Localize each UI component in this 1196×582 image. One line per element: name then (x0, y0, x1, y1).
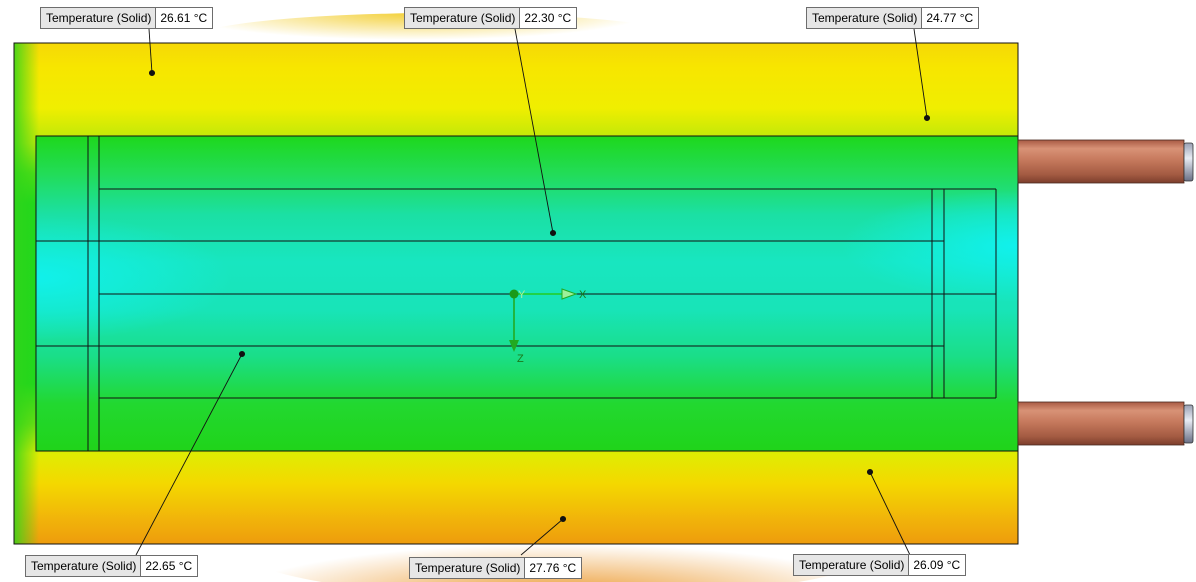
probe-name: Temperature (Solid) (405, 8, 521, 28)
axis-x-label: X (579, 289, 587, 301)
inlet-pipe[interactable] (1017, 139, 1194, 184)
probe-name: Temperature (Solid) (41, 8, 157, 28)
probe-label-top-right[interactable]: Temperature (Solid) 24.77 °C (806, 7, 980, 29)
probe-value: 24.77 °C (922, 8, 979, 28)
probe-label-top-left[interactable]: Temperature (Solid) 26.61 °C (40, 7, 214, 29)
probe-value: 22.30 °C (520, 8, 577, 28)
coordinate-triad: Y X Z (509, 288, 587, 365)
probe-name: Temperature (Solid) (26, 556, 142, 576)
probe-value: 22.65 °C (141, 556, 198, 576)
probe-label-bottom-center[interactable]: Temperature (Solid) 27.76 °C (409, 557, 583, 579)
probe-label-bottom-right[interactable]: Temperature (Solid) 26.09 °C (793, 554, 967, 576)
outlet-pipe[interactable] (1017, 401, 1194, 446)
probe-label-bottom-left[interactable]: Temperature (Solid) 22.65 °C (25, 555, 199, 577)
probe-value: 26.61 °C (156, 8, 213, 28)
axis-z-label: Z (517, 353, 524, 365)
probe-leaders (135, 28, 931, 556)
axis-y-label: Y (518, 289, 526, 301)
probe-value: 26.09 °C (909, 555, 966, 575)
probe-name: Temperature (Solid) (794, 555, 910, 575)
probe-name: Temperature (Solid) (807, 8, 923, 28)
probe-value: 27.76 °C (525, 558, 582, 578)
probe-name: Temperature (Solid) (410, 558, 526, 578)
probe-label-top-center[interactable]: Temperature (Solid) 22.30 °C (404, 7, 578, 29)
